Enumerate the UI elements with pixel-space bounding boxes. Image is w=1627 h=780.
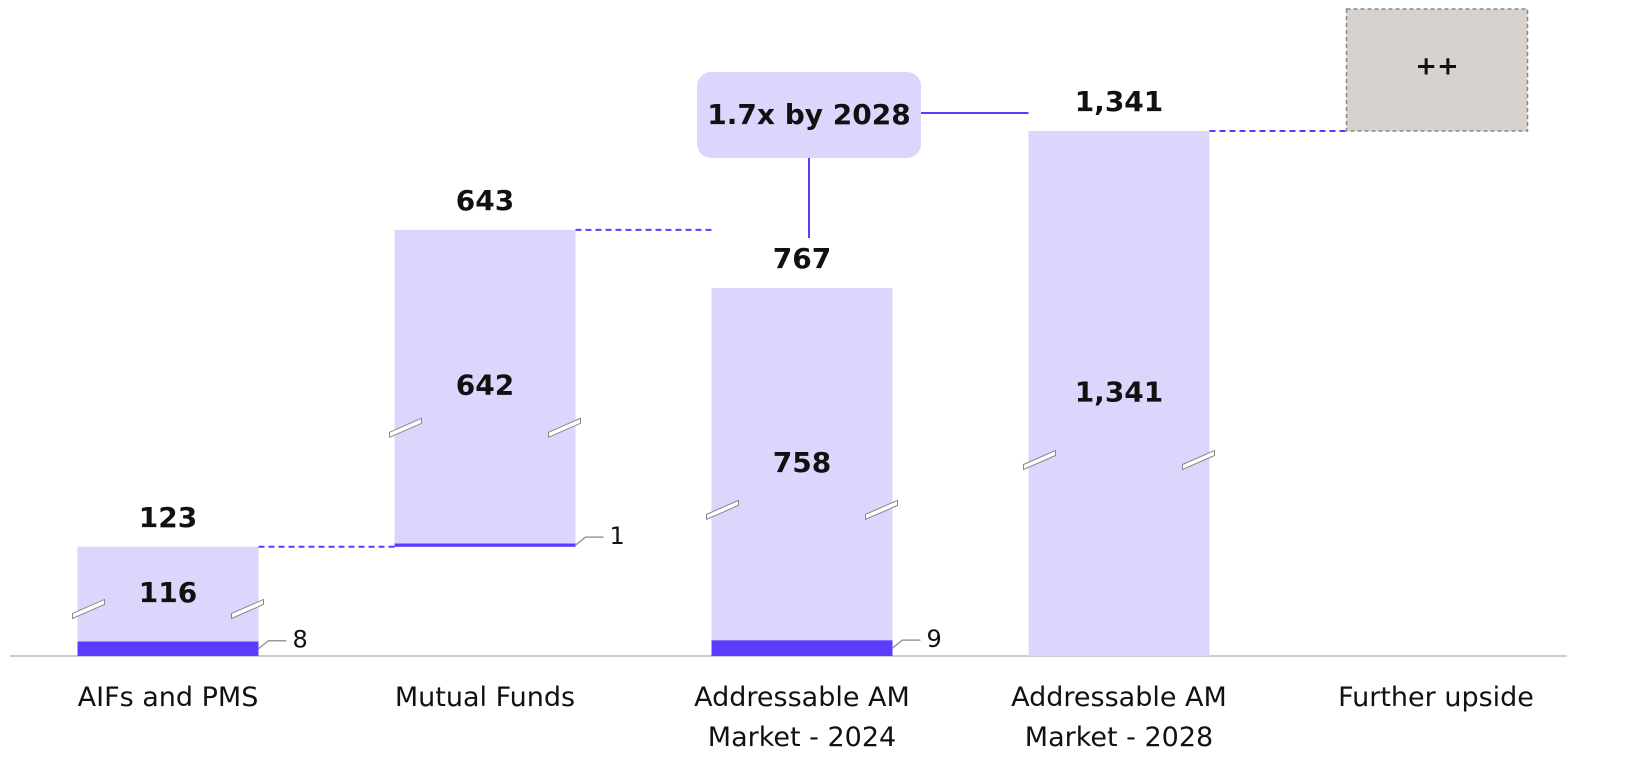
upside-box [1345, 8, 1529, 132]
annotation-box [697, 72, 921, 158]
value-label: 116 [139, 576, 197, 609]
x-tick-label: Mutual Funds [394, 682, 576, 713]
x-tick-label: Further upside [1338, 682, 1534, 713]
bar-segment [711, 288, 893, 641]
axis-break [865, 499, 898, 521]
bar-segment [1028, 131, 1210, 656]
leader-line [575, 536, 604, 546]
axis-break [72, 598, 105, 620]
value-label: 9 [927, 625, 942, 653]
bar-segment [77, 546, 259, 642]
x-tick-label: Addressable AM Market - 2024 [694, 682, 910, 753]
leader-line [258, 639, 287, 650]
total-label: 767 [773, 242, 831, 275]
value-label: 1 [610, 522, 625, 550]
upside-label: ++ [1415, 52, 1459, 82]
bar-segment [77, 641, 259, 656]
axis-break [706, 499, 739, 521]
axis-break [1182, 449, 1215, 471]
value-label: 1,341 [1075, 376, 1164, 409]
leader-line [892, 639, 921, 649]
bar-segment [394, 543, 576, 547]
axis-break [231, 598, 264, 620]
axis-break [1023, 449, 1056, 471]
x-tick-label: AIFs and PMS [77, 682, 259, 713]
bar-segment [394, 229, 576, 544]
value-label: 642 [456, 369, 514, 402]
total-label: 1,341 [1075, 85, 1164, 118]
axis-break [548, 417, 581, 439]
axis-break [389, 417, 422, 439]
bar-segment [711, 640, 893, 656]
total-label: 643 [456, 184, 514, 217]
total-label: 123 [139, 501, 197, 534]
annotation: 1.7x by 2028 [707, 98, 910, 131]
value-label: 8 [293, 626, 308, 654]
value-label: 758 [773, 446, 831, 479]
x-tick-label: Addressable AM Market - 2028 [1011, 682, 1227, 753]
